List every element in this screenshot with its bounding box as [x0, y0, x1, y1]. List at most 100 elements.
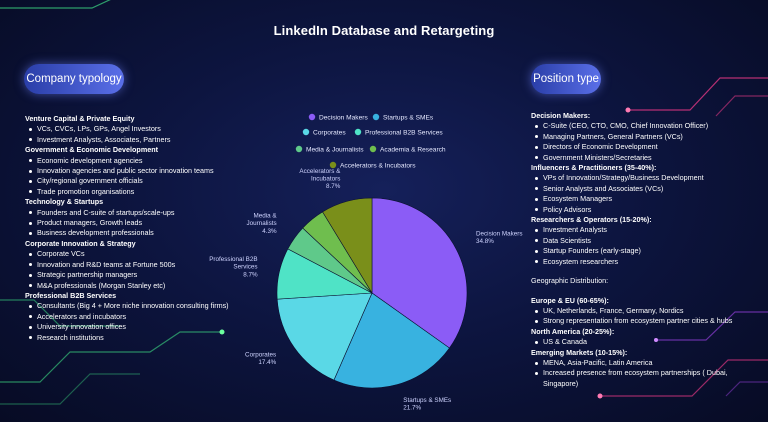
- section-list: Founders and C-suite of startups/scale-u…: [25, 208, 265, 239]
- company-typology-label: Company typology: [26, 73, 122, 85]
- list-item: Accelerators and incubators: [29, 312, 265, 322]
- legend-label-accelerators-incubators: Accelerators & Incubators: [340, 162, 416, 169]
- list-item: Directors of Economic Development: [535, 142, 763, 152]
- pie-slice-decision-makers: [371, 197, 468, 349]
- section-list: Investment Analysts Data Scientists Star…: [531, 225, 763, 267]
- company-typology-list: Venture Capital & Private Equity VCs, CV…: [25, 114, 265, 343]
- legend-swatch-media-journalists: [295, 145, 303, 153]
- list-item: Investment Analysts: [535, 225, 763, 235]
- slice-value-accelerators-incubators: 8.7%: [326, 183, 341, 190]
- legend-label-media-journalists: Media & Journalists: [306, 146, 364, 153]
- list-item: Corporate VCs: [29, 249, 265, 259]
- list-item: Increased presence from ecosystem partne…: [535, 368, 763, 389]
- slice-label-professional-b2b-services: Services: [233, 264, 257, 271]
- pie-slice-startups-smes: [333, 292, 450, 389]
- list-item: Managing Partners, General Partners (VCs…: [535, 132, 763, 142]
- section-list: C-Suite (CEO, CTO, CMO, Chief Innovation…: [531, 121, 763, 163]
- list-item: City/regional government officials: [29, 176, 265, 186]
- position-type-label: Position type: [533, 73, 599, 85]
- position-type-pill: Position type: [531, 64, 601, 94]
- section-list: Consultants (Big 4 + More niche innovati…: [25, 301, 265, 343]
- chart-legend: Decision Makers Startups & SMEs Corporates…: [295, 113, 446, 169]
- list-item: Strong representation from ecosystem par…: [535, 316, 763, 326]
- slice-value-media-journalists: 4.3%: [262, 228, 277, 235]
- section-list: MENA, Asia-Pacific, Latin America Increa…: [531, 358, 763, 389]
- legend-swatch-decision-makers: [308, 113, 316, 121]
- list-item: Innovation and R&D teams at Fortune 500s: [29, 260, 265, 270]
- list-item: M&A professionals (Morgan Stanley etc): [29, 281, 265, 291]
- list-item: Trade promotion organisations: [29, 187, 265, 197]
- pie-slice-corporates: [276, 292, 373, 381]
- legend-swatch-accelerators-incubators: [329, 161, 337, 169]
- slice-value-professional-b2b-services: 8.7%: [243, 271, 258, 278]
- list-item: Business development professionals: [29, 228, 265, 238]
- section-list: Economic development agencies Innovation…: [25, 156, 265, 198]
- pie-slice-accelerators-incubators: [322, 197, 373, 295]
- slice-label-accelerators-incubators: Accelerators &: [299, 168, 341, 175]
- slice-label-startups-smes: Startups & SMEs: [403, 397, 451, 404]
- section-heading: Emerging Markets (10-15%):: [531, 347, 628, 357]
- list-item: Policy Advisors: [535, 205, 763, 215]
- legend-label-startups-smes: Startups & SMEs: [383, 114, 434, 121]
- pie-slices: [276, 197, 468, 389]
- section-list: UK, Netherlands, France, Germany, Nordic…: [531, 306, 763, 327]
- legend-label-corporates: Corporates: [313, 129, 346, 136]
- list-item: Senior Analysts and Associates (VCs): [535, 184, 763, 194]
- section-heading: Technology & Startups: [25, 197, 104, 207]
- section-heading: Corporate Innovation & Strategy: [25, 238, 136, 248]
- section-list: VCs, CVCs, LPs, GPs, Angel Investors Inv…: [25, 124, 265, 145]
- legend-label-professional-b2b-services: Professional B2B Services: [365, 129, 443, 136]
- legend-label-academia-research: Academia & Research: [380, 146, 446, 153]
- section-heading: Decision Makers:: [531, 111, 591, 120]
- list-item: University innovation offices: [29, 322, 265, 332]
- list-item: VPs of Innovation/Strategy/Business Deve…: [535, 173, 763, 183]
- list-item: Startup Founders (early-stage): [535, 246, 763, 256]
- legend-swatch-academia-research: [369, 145, 377, 153]
- section-list: Corporate VCs Innovation and R&D teams a…: [25, 249, 265, 291]
- list-item: Founders and C-suite of startups/scale-u…: [29, 208, 265, 218]
- slice-label-media-journalists: Media &: [254, 213, 278, 220]
- list-item: C-Suite (CEO, CTO, CMO, Chief Innovation…: [535, 121, 763, 131]
- slice-value-startups-smes: 21.7%: [403, 405, 421, 412]
- slice-label-decision-makers: Decision Makers: [476, 231, 523, 238]
- slice-value-corporates: 17.4%: [258, 359, 276, 366]
- geo-heading: Geographic Distribution:: [531, 276, 609, 286]
- section-heading: Influencers & Practitioners (35-40%):: [531, 163, 657, 173]
- section-heading: Europe & EU (60-65%):: [531, 295, 609, 305]
- slice-value-decision-makers: 34.8%: [476, 238, 494, 245]
- list-item: Ecosystem researchers: [535, 257, 763, 267]
- list-item: MENA, Asia-Pacific, Latin America: [535, 358, 763, 368]
- list-item: Consultants (Big 4 + More niche innovati…: [29, 301, 265, 311]
- list-item: Strategic partnership managers: [29, 270, 265, 280]
- slice-label-media-journalists: Journalists: [247, 220, 277, 227]
- list-item: Data Scientists: [535, 236, 763, 246]
- section-heading: Government & Economic Development: [25, 145, 158, 155]
- slice-label-corporates: Corporates: [245, 351, 276, 358]
- slice-label-professional-b2b-services: Professional B2B: [209, 256, 257, 263]
- position-type-list: Decision Makers: C-Suite (CEO, CTO, CMO,…: [531, 111, 763, 389]
- list-item: Ecosystem Managers: [535, 194, 763, 204]
- legend-swatch-startups-smes: [372, 113, 380, 121]
- section-heading: Researchers & Operators (15-20%):: [531, 215, 652, 225]
- list-item: Investment Analysts, Associates, Partner…: [29, 135, 265, 145]
- legend-swatch-professional-b2b-services: [354, 128, 362, 136]
- list-item: Research institutions: [29, 333, 265, 343]
- section-heading: Professional B2B Services: [25, 290, 117, 300]
- section-list: VPs of Innovation/Strategy/Business Deve…: [531, 173, 763, 215]
- list-item: VCs, CVCs, LPs, GPs, Angel Investors: [29, 124, 265, 134]
- list-item: Government Ministers/Secretaries: [535, 153, 763, 163]
- list-item: UK, Netherlands, France, Germany, Nordic…: [535, 306, 763, 316]
- page-title: LinkedIn Database and Retargeting: [273, 23, 495, 38]
- section-heading: North America (20-25%):: [531, 326, 615, 336]
- section-list: US & Canada: [531, 337, 763, 347]
- list-item: Innovation agencies and public sector in…: [29, 166, 265, 176]
- legend-swatch-corporates: [302, 128, 310, 136]
- company-typology-pill: Company typology: [24, 64, 124, 94]
- legend-label-decision-makers: Decision Makers: [319, 114, 368, 121]
- slice-label-accelerators-incubators: Incubators: [311, 175, 340, 182]
- list-item: Economic development agencies: [29, 156, 265, 166]
- list-item: US & Canada: [535, 337, 763, 347]
